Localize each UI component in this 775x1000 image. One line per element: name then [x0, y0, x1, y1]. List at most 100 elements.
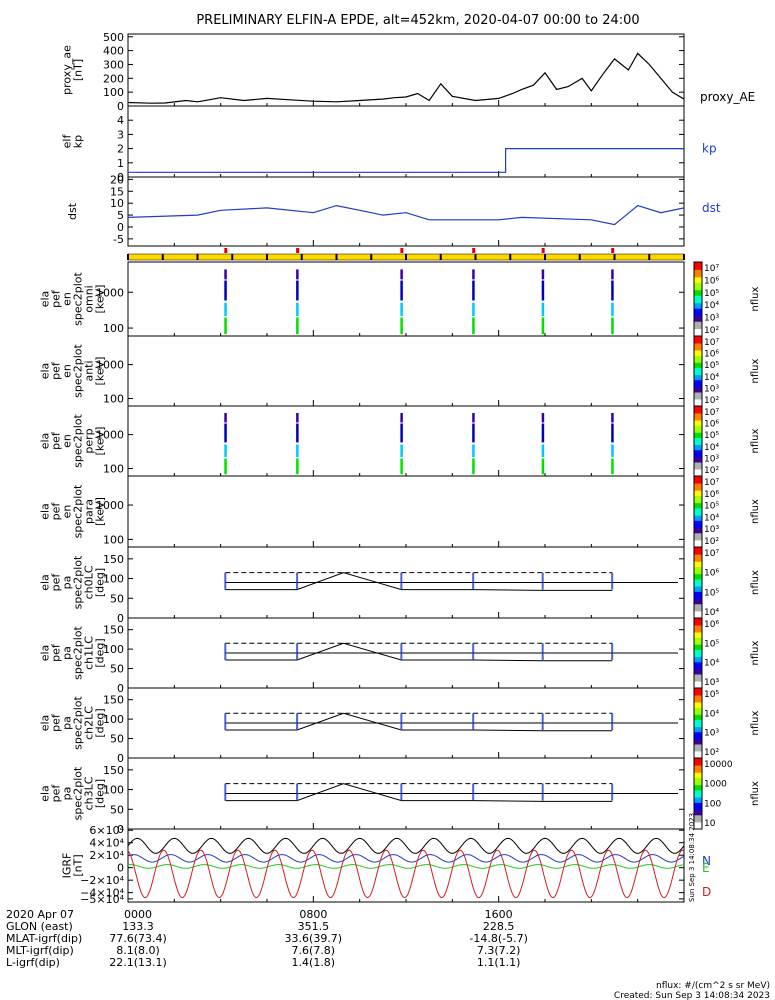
y-tick-label: 100: [103, 533, 124, 546]
colorbar-label: nflux: [750, 286, 761, 311]
igrf-trace: [127, 854, 685, 863]
pa-burst: [611, 572, 614, 590]
ephem-value: 8.1(8.0): [116, 944, 160, 957]
y-axis-label: [nT]: [72, 854, 85, 876]
y-axis-label: spec2plot: [72, 696, 85, 750]
y-axis-label: anti: [83, 360, 96, 381]
colorbar-ch3LC: 10000 1000 100 10 nflux: [693, 757, 761, 830]
series-label: kp: [702, 142, 717, 156]
y-axis-label: [deg]: [94, 708, 107, 737]
y-axis-label: en: [61, 364, 74, 378]
colorbar-tick: 10²: [704, 537, 719, 547]
y-tick-label: 100: [103, 322, 124, 335]
panel-igrf: 6×10⁴4×10⁴2×10⁴0−2×10⁴−4×10⁴−5×10⁴IGRF[n…: [61, 813, 712, 906]
y-axis-label: pef: [50, 502, 63, 521]
y-tick-label: 400: [103, 45, 124, 58]
y-axis-label: [keV]: [94, 497, 107, 526]
y-tick-label: 150: [103, 624, 124, 637]
y-tick-label: 3: [117, 128, 124, 141]
spectrogram-burst: [472, 269, 475, 280]
pa-burst: [296, 572, 299, 590]
ephem-value: 1.4(1.8): [292, 956, 336, 969]
spectrogram-burst: [541, 317, 545, 335]
colorbar-tick: 10⁴: [704, 659, 719, 669]
science-zone-mark: [296, 248, 300, 253]
y-axis-label: ch0LC: [83, 565, 96, 599]
y-axis-label: perp: [83, 428, 96, 453]
colorbar-label: nflux: [750, 710, 761, 735]
y-tick-label: 0: [117, 862, 124, 875]
colorbar-tick: 10³: [704, 729, 719, 739]
colorbar-ch2LC: 10⁵ 10⁴ 10³ 10² nflux: [693, 687, 761, 759]
footer-created: Created: Sun Sep 3 14:08:34 2023: [614, 991, 770, 1000]
colorbar-tick: 10³: [704, 454, 719, 464]
y-tick-label: 0: [117, 612, 124, 625]
y-axis-label: ela: [39, 433, 52, 450]
y-tick-label: −2×10⁴: [80, 874, 124, 887]
y-tick-label: 0: [117, 682, 124, 695]
y-axis-label: [deg]: [94, 779, 107, 808]
ephem-value: 0800: [299, 908, 327, 921]
colorbar-tick: 100: [704, 799, 721, 809]
spectrogram-burst: [224, 280, 227, 301]
y-axis-label: [nT]: [72, 59, 85, 81]
colorbar-tick: 10⁷: [704, 549, 719, 559]
spectrogram-burst: [296, 317, 299, 335]
colorbar-tick: 10²: [704, 748, 719, 758]
y-tick-label: 6×10⁴: [89, 824, 124, 837]
y-tick-label: 150: [103, 694, 124, 707]
spectrogram-burst: [472, 317, 475, 335]
pa-burst: [400, 643, 403, 660]
ephem-value: 351.5: [298, 920, 330, 933]
ephem-label: GLON (east): [6, 920, 73, 933]
y-axis-label: IGRF: [61, 853, 74, 879]
y-tick-label: 100: [103, 462, 124, 475]
panel-para: 1000100elapefenspec2plotpara[keV]10⁷10⁶1…: [39, 475, 761, 548]
panel-ch2LC: 150100500elapefpaspec2plotch2LC[deg]10⁵1…: [39, 687, 761, 765]
spectrogram-burst: [400, 413, 403, 423]
colorbar-tick: 10⁴: [704, 373, 719, 383]
y-tick-label: 0: [117, 752, 124, 765]
colorbar-label: nflux: [750, 781, 761, 806]
colorbar-tick: 10⁵: [704, 690, 719, 700]
ephem-label: 2020 Apr 07: [6, 908, 74, 921]
colorbar-label: nflux: [750, 499, 761, 524]
spectrogram-burst: [400, 302, 403, 317]
y-tick-label: 200: [103, 72, 124, 85]
colorbar-label: nflux: [750, 640, 761, 665]
panel-omni: 1000100elapefenspec2plotomni[keV]10⁷10⁶1…: [39, 261, 761, 337]
science-zone-mark: [611, 248, 615, 253]
pa-burst: [611, 643, 614, 660]
pa-burst: [472, 572, 475, 590]
spectrogram-burst: [541, 269, 545, 280]
y-axis-label: pef: [50, 573, 63, 592]
y-axis-label: ela: [39, 785, 52, 802]
spectrogram-burst: [611, 458, 614, 475]
ephem-value: 1.1(1.1): [477, 956, 521, 969]
y-tick-label: 150: [103, 764, 124, 777]
ephem-value: 22.1(13.1): [109, 956, 167, 969]
y-tick-label: 50: [110, 803, 124, 816]
spectrogram-burst: [541, 413, 545, 423]
colorbar-tick: 10⁶: [704, 420, 719, 430]
y-axis-label: en: [61, 292, 74, 306]
y-axis-label: pef: [50, 784, 63, 803]
y-axis-label: pef: [50, 361, 63, 380]
y-tick-label: 1000: [96, 359, 124, 372]
pa-burst: [611, 713, 614, 730]
series-proxy_AE: [127, 52, 685, 104]
y-axis-label: spec2plot: [72, 555, 85, 609]
spectrogram-burst: [296, 302, 299, 317]
spectrogram-burst: [224, 444, 227, 458]
colorbar-tick: 10⁶: [704, 350, 719, 360]
y-tick-label: 100: [103, 784, 124, 797]
spectrogram-burst: [541, 458, 545, 475]
y-tick-label: 0: [117, 171, 124, 184]
spectrogram-burst: [472, 458, 475, 475]
colorbar-tick: 10⁷: [704, 478, 719, 488]
pa-burst: [472, 643, 475, 660]
colorbar-tick: 10⁵: [704, 289, 719, 299]
